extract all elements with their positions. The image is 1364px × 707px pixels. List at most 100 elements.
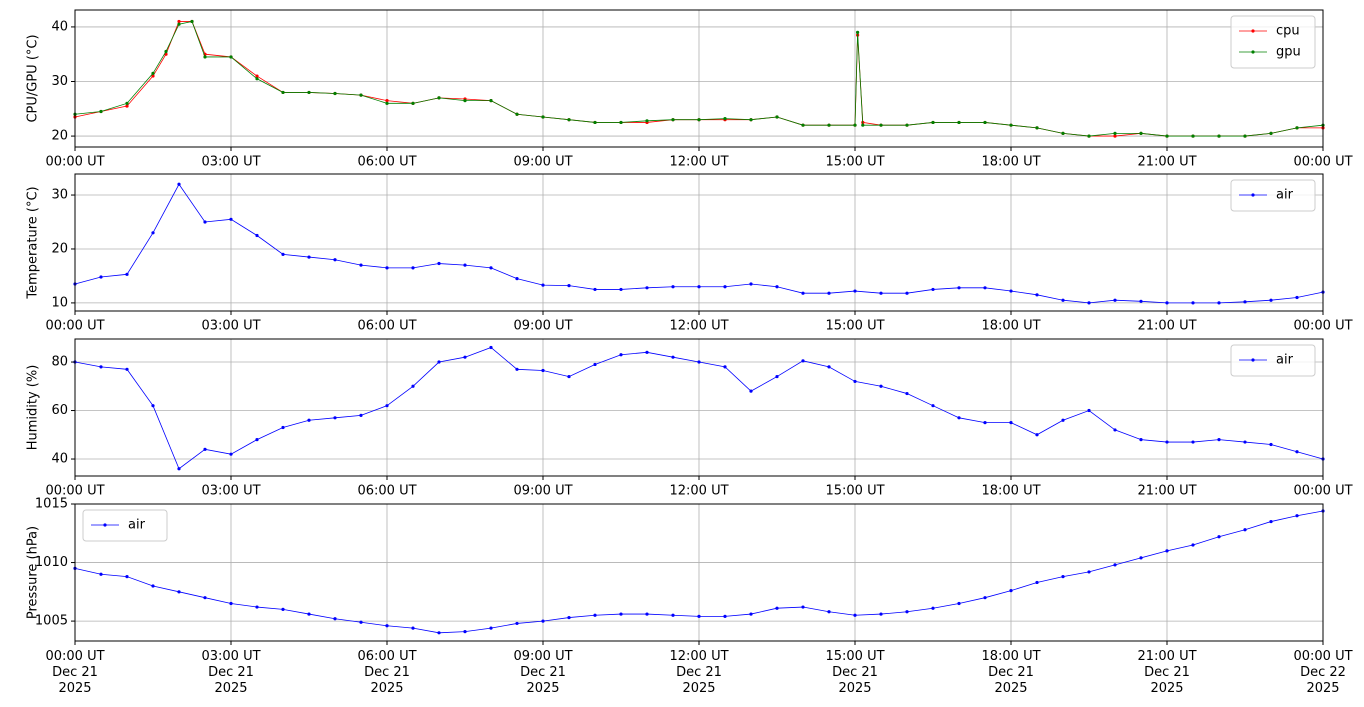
data-point bbox=[515, 621, 519, 626]
x-tick-label: 15:00 UT bbox=[825, 155, 884, 170]
data-point bbox=[931, 404, 935, 408]
subplot: 10 20 30 00:00 UT 03:00 UT 06:00 UT 09:00 UT 12… bbox=[26, 173, 1353, 334]
y-axis-label: Temperature (°C) bbox=[26, 186, 41, 299]
data-point bbox=[856, 30, 860, 34]
data-point bbox=[1035, 433, 1039, 437]
x-tick-label-line: 2025 bbox=[838, 681, 871, 696]
data-point bbox=[177, 467, 181, 471]
data-point bbox=[255, 77, 259, 81]
legend-marker bbox=[1251, 358, 1255, 362]
data-point bbox=[385, 99, 389, 103]
y-tick-label: 1005 bbox=[35, 614, 68, 629]
x-tick-label: 09:00 UT bbox=[513, 484, 572, 499]
data-point bbox=[281, 607, 285, 611]
data-point bbox=[593, 120, 597, 125]
data-point bbox=[359, 93, 363, 97]
data-point bbox=[879, 123, 883, 127]
legend-label: gpu bbox=[1276, 45, 1301, 60]
data-point bbox=[1295, 295, 1299, 300]
data-point bbox=[1217, 535, 1221, 539]
x-tick-label: 12:00 UT bbox=[669, 484, 728, 499]
y-tick-label: 20 bbox=[51, 129, 68, 144]
data-point bbox=[1191, 543, 1195, 547]
legend-label: cpu bbox=[1276, 24, 1300, 39]
data-point bbox=[801, 359, 805, 363]
data-point bbox=[697, 614, 701, 619]
y-tick-label: 40 bbox=[51, 19, 68, 34]
data-point bbox=[541, 619, 545, 623]
y-tick-label: 30 bbox=[51, 188, 68, 203]
data-point bbox=[957, 601, 961, 606]
x-tick-label: 00:00 UT bbox=[1293, 319, 1352, 334]
data-point bbox=[1295, 514, 1299, 518]
data-point bbox=[177, 182, 181, 186]
data-point bbox=[125, 104, 129, 108]
x-tick-label-line: 06:00 UT bbox=[357, 649, 416, 664]
data-point bbox=[1243, 440, 1247, 444]
data-point bbox=[203, 447, 207, 451]
data-point bbox=[151, 584, 155, 588]
data-point bbox=[1269, 442, 1273, 447]
x-tick-label-line: 2025 bbox=[682, 681, 715, 696]
data-point bbox=[437, 261, 441, 266]
data-point bbox=[853, 379, 857, 384]
data-point bbox=[177, 590, 181, 594]
x-tick-label-line: Dec 22 bbox=[1300, 665, 1346, 680]
data-point bbox=[749, 118, 753, 122]
data-point bbox=[541, 115, 545, 119]
data-point bbox=[151, 71, 155, 75]
data-point bbox=[229, 452, 233, 456]
data-point bbox=[151, 404, 155, 408]
data-point bbox=[957, 416, 961, 420]
data-point bbox=[801, 605, 805, 609]
data-point bbox=[411, 101, 415, 105]
x-tick-label-line: Dec 21 bbox=[1144, 665, 1190, 680]
x-tick-label-line: 21:00 UT bbox=[1137, 649, 1196, 664]
legend-marker bbox=[103, 523, 107, 527]
data-point bbox=[853, 613, 857, 617]
x-tick-label-line: Dec 21 bbox=[364, 665, 410, 680]
data-point bbox=[463, 630, 467, 634]
x-tick-label-line: 2025 bbox=[526, 681, 559, 696]
data-point bbox=[775, 285, 779, 289]
data-point bbox=[619, 287, 623, 292]
x-tick-label-line: 15:00 UT bbox=[825, 649, 884, 664]
data-point bbox=[723, 614, 727, 619]
x-tick-label: 12:00 UT bbox=[669, 155, 728, 170]
data-point bbox=[1217, 134, 1221, 138]
data-point bbox=[463, 263, 467, 267]
data-point bbox=[515, 112, 519, 116]
data-point bbox=[1295, 450, 1299, 454]
x-tick-label: 18:00 UT bbox=[981, 484, 1040, 499]
data-point bbox=[515, 277, 519, 281]
data-point bbox=[1243, 134, 1247, 138]
data-point bbox=[983, 421, 987, 425]
x-tick-label: 18:00 UT bbox=[981, 155, 1040, 170]
data-point bbox=[775, 374, 779, 379]
data-point bbox=[1191, 440, 1195, 444]
x-tick-label: 03:00 UT bbox=[201, 484, 260, 499]
x-tick-label: 00:00 UT bbox=[45, 319, 104, 334]
data-point bbox=[671, 613, 675, 617]
data-point bbox=[281, 252, 285, 256]
x-tick-label: 09:00 UT Dec 21 2025 bbox=[513, 649, 572, 696]
data-point bbox=[307, 418, 311, 422]
data-point bbox=[1165, 301, 1169, 305]
data-point bbox=[229, 55, 233, 59]
data-point bbox=[827, 291, 831, 295]
data-point bbox=[1139, 131, 1143, 135]
data-point bbox=[1035, 126, 1039, 130]
x-tick-label: 06:00 UT bbox=[357, 484, 416, 499]
data-point bbox=[879, 291, 883, 295]
x-tick-label: 00:00 UT bbox=[45, 155, 104, 170]
data-point bbox=[307, 255, 311, 259]
x-tick-label-line: 2025 bbox=[58, 681, 91, 696]
data-point bbox=[411, 626, 415, 630]
data-point bbox=[775, 115, 779, 119]
data-point bbox=[437, 360, 441, 364]
data-point bbox=[1113, 563, 1117, 567]
data-point bbox=[203, 220, 207, 224]
x-tick-label-line: Dec 21 bbox=[208, 665, 254, 680]
data-point bbox=[619, 612, 623, 616]
